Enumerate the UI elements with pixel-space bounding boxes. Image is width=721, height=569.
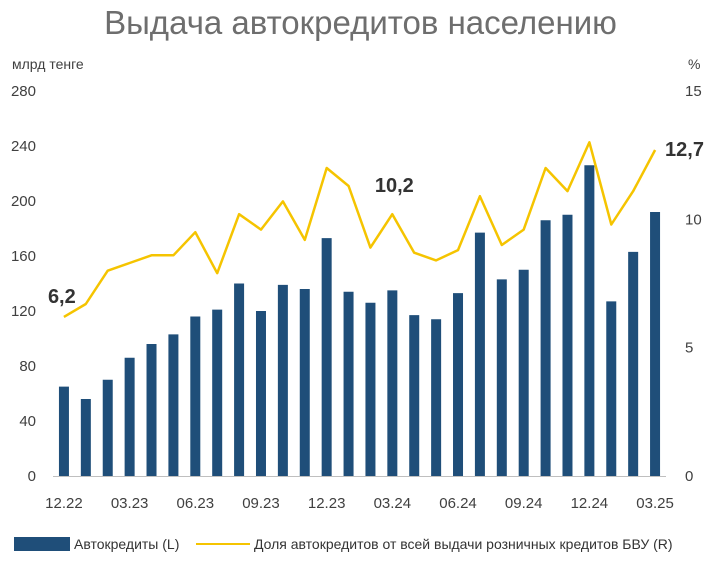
y-tick-left: 120 [11,303,36,320]
legend-item-line: Доля автокредитов от всей выдачи розничн… [196,536,673,552]
legend-item-bars: Автокредиты (L) [14,536,179,552]
bar [299,289,310,476]
x-tick-label: 06.23 [177,495,215,512]
right-axis-unit: % [688,56,701,72]
chart-plot: 0 40 80 120 160 200 240 280 0 5 10 15 12.22 03.23 06.2… [11,83,704,512]
bar [540,220,551,476]
bar [102,379,113,476]
y-tick-left: 200 [11,193,36,210]
bar [496,279,507,476]
bar [190,316,201,476]
bar [474,232,485,476]
bar [146,344,157,476]
y-tick-left: 160 [11,248,36,265]
x-tick-label: 03.23 [111,495,149,512]
bar [606,301,617,476]
legend-line-swatch [196,543,250,545]
legend-line-label: Доля автокредитов от всей выдачи розничн… [254,536,673,552]
y-tick-left: 280 [11,83,36,100]
share-line [63,141,657,318]
bar [321,238,332,476]
y-tick-left: 40 [19,413,36,430]
data-label: 10,2 [375,175,414,197]
bar [453,293,464,476]
bar [584,165,595,476]
bar [650,212,661,476]
chart-legend: Автокредиты (L) Доля автокредитов от все… [14,536,719,558]
bar [387,290,398,476]
x-tick-label: 12.24 [571,495,609,512]
bar [80,399,91,476]
data-label: 6,2 [48,286,76,308]
y-tick-left: 80 [19,358,36,375]
bar [124,357,135,476]
left-axis-unit: млрд тенге [12,56,84,72]
x-tick-label: 06.24 [439,495,477,512]
bar [562,214,573,476]
bar [277,284,288,476]
bar [409,315,420,476]
data-label: 12,7 [665,139,704,161]
bar [365,302,376,476]
x-tick-label: 09.24 [505,495,543,512]
bar [255,311,266,476]
bar [343,291,354,476]
x-tick-label: 03.24 [374,495,412,512]
chart-title: Выдача автокредитов населению [104,4,617,41]
bar [431,319,442,476]
x-tick-label: 09.23 [242,495,280,512]
bar [234,283,245,476]
x-tick-label: 03.25 [636,495,674,512]
bar [212,309,223,476]
legend-bar-label: Автокредиты (L) [74,536,180,552]
y-tick-right: 5 [685,340,693,357]
y-tick-left: 0 [28,468,36,485]
y-tick-right: 10 [685,211,702,228]
bar [58,386,69,476]
x-tick-label: 12.23 [308,495,346,512]
bar [168,334,179,476]
x-tick-label: 12.22 [45,495,83,512]
y-tick-right: 0 [685,468,693,485]
y-tick-left: 240 [11,138,36,155]
bar [518,269,529,476]
legend-bar-swatch [14,537,70,551]
bar [628,251,639,476]
y-tick-right: 15 [685,83,702,100]
